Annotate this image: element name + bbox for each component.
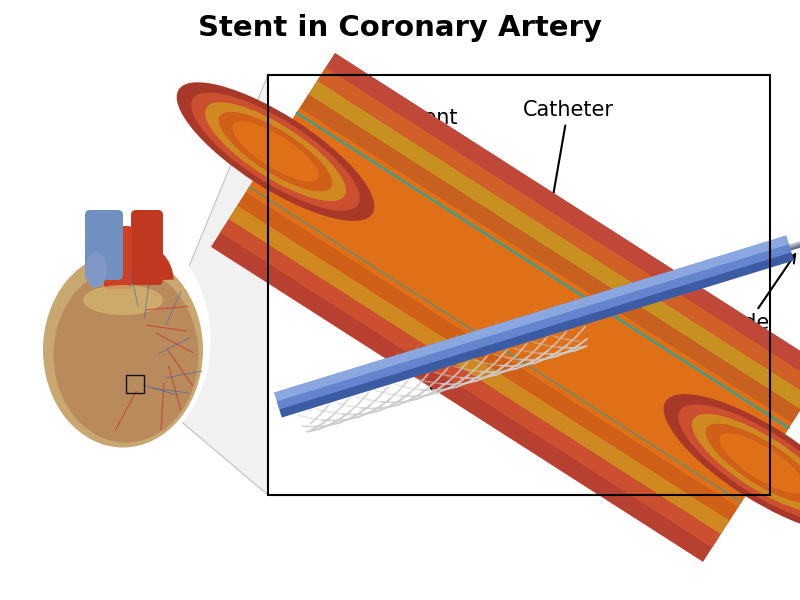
Polygon shape	[279, 253, 794, 418]
Bar	[126, 375, 144, 393]
Ellipse shape	[177, 82, 374, 221]
Polygon shape	[318, 67, 800, 396]
Polygon shape	[220, 67, 800, 548]
Polygon shape	[274, 236, 794, 418]
Text: Guide
wire: Guide wire	[710, 254, 795, 356]
Ellipse shape	[43, 253, 203, 448]
Text: Catheter: Catheter	[522, 100, 614, 337]
Ellipse shape	[26, 225, 210, 455]
Polygon shape	[277, 244, 791, 409]
FancyBboxPatch shape	[131, 210, 163, 285]
FancyBboxPatch shape	[85, 210, 123, 280]
Polygon shape	[278, 244, 800, 408]
Polygon shape	[246, 108, 792, 507]
Polygon shape	[277, 240, 800, 408]
Polygon shape	[238, 94, 800, 521]
Ellipse shape	[678, 404, 800, 523]
Ellipse shape	[233, 121, 318, 182]
Ellipse shape	[706, 424, 800, 503]
Polygon shape	[309, 81, 800, 409]
Polygon shape	[300, 94, 800, 423]
Polygon shape	[229, 81, 800, 534]
Polygon shape	[277, 240, 800, 404]
Ellipse shape	[692, 414, 800, 513]
Bar	[268, 75, 770, 495]
Polygon shape	[126, 75, 268, 495]
Ellipse shape	[83, 285, 163, 315]
FancyBboxPatch shape	[104, 226, 132, 289]
Polygon shape	[274, 236, 789, 401]
Polygon shape	[326, 53, 800, 382]
Ellipse shape	[54, 268, 198, 443]
Ellipse shape	[719, 433, 800, 494]
Polygon shape	[211, 53, 800, 562]
Text: Stent: Stent	[402, 108, 458, 389]
Ellipse shape	[85, 253, 107, 287]
Ellipse shape	[218, 112, 332, 191]
Ellipse shape	[191, 92, 360, 211]
Ellipse shape	[664, 394, 800, 533]
Text: Stent in Coronary Artery: Stent in Coronary Artery	[198, 14, 602, 42]
Ellipse shape	[205, 102, 346, 201]
